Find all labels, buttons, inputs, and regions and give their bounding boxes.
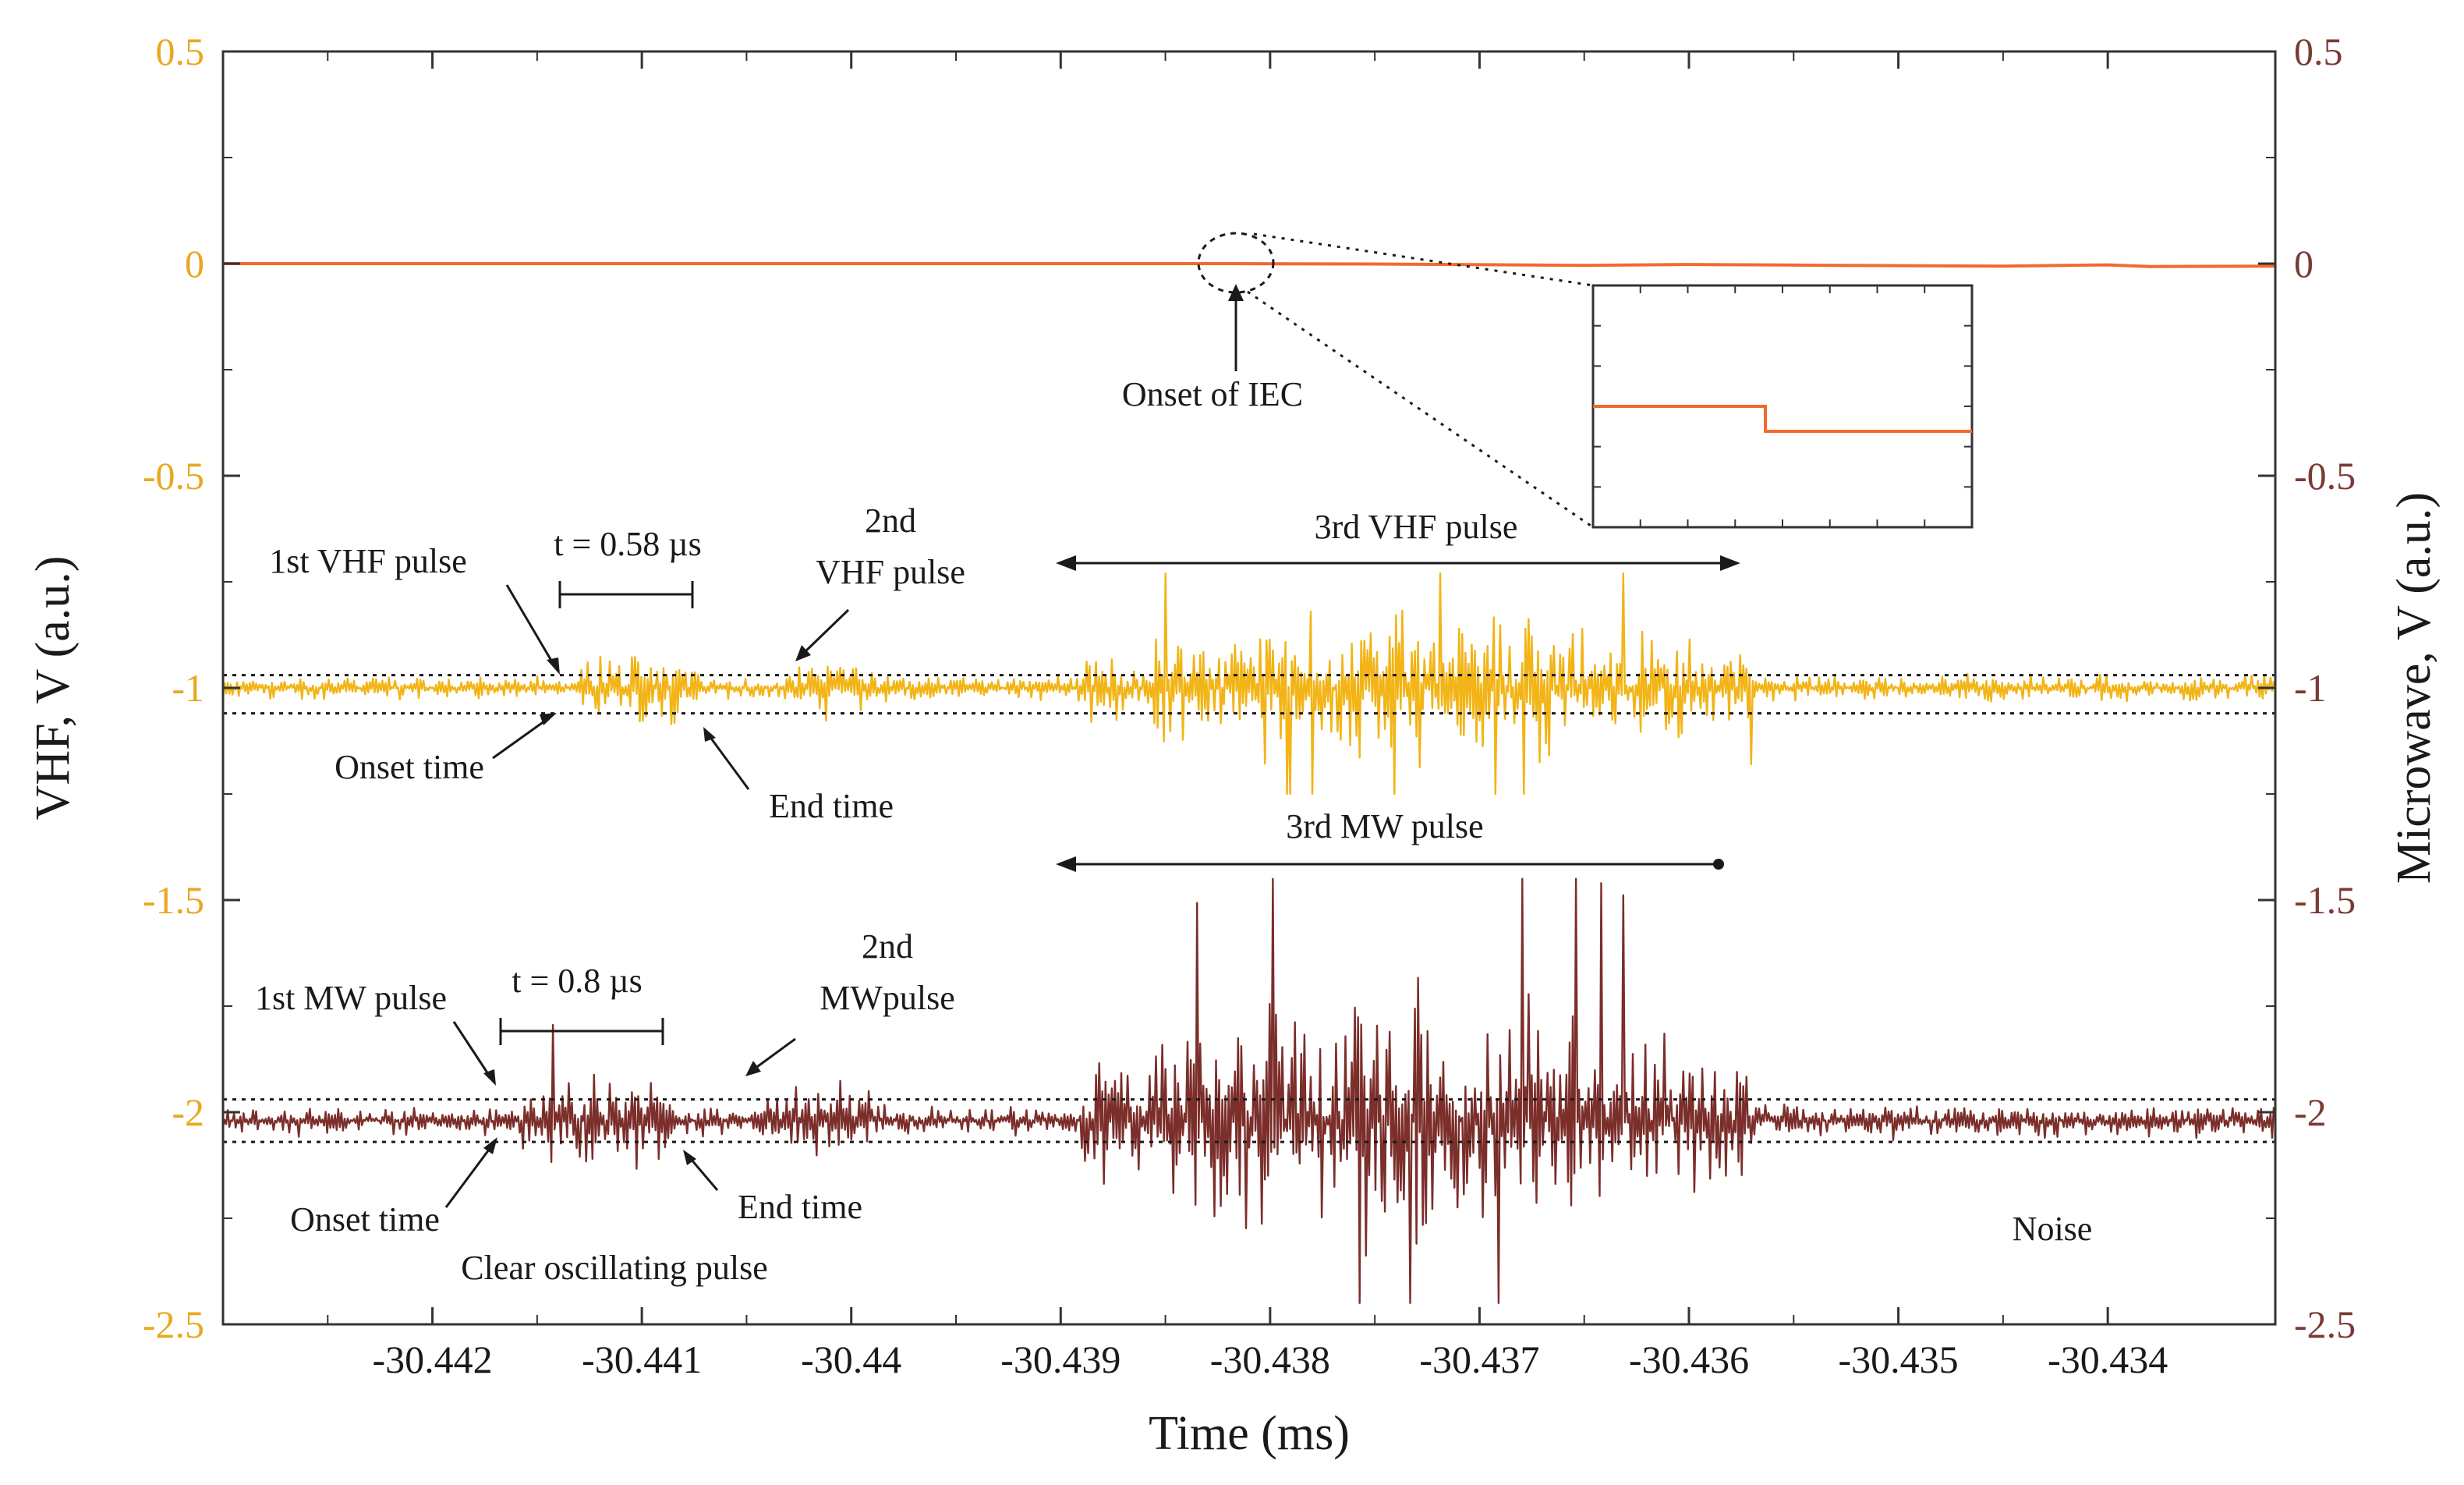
axes-layer: -30.442 -30.441 -30.44 -30.439 -30.438 -30.43… [143,30,2356,1381]
series-iec-line [223,262,2275,268]
x-tick-label: -30.434 [2048,1338,2168,1381]
y-tick-label-left: -2.5 [143,1302,204,1346]
noise-label: Noise [2013,1210,2093,1248]
iec-arrow-head [1228,284,1244,301]
second-vhf-label-line1: 2nd [865,501,916,540]
y-tick-label-right: -2.5 [2294,1302,2356,1346]
vhf-end-arrow [708,735,750,790]
vhf-end-label: End time [769,787,894,825]
mw-end-label: End time [738,1188,862,1226]
y-tick-label-left: -2 [172,1090,204,1134]
x-tick-label: -30.438 [1210,1338,1330,1381]
mw-onset-arrow-head [483,1137,497,1154]
mw-onset-label: Onset time [290,1200,440,1239]
y-tick-label-left: 0.5 [156,30,205,73]
first-vhf-label: 1st VHF pulse [269,542,466,580]
first-mw-arrow-head [483,1069,496,1086]
mw-end-arrow-head [683,1150,696,1165]
y-tick-label-left: 0 [185,242,204,285]
inset-connector-top [1253,232,1594,287]
x-axis-title: Time (ms) [1149,1407,1350,1460]
series-layer [223,262,2275,1305]
x-tick-label: -30.439 [1000,1338,1120,1381]
vhf-end-arrow-head [703,727,716,742]
second-mw-label-line2: MWpulse [820,979,955,1017]
first-mw-label: 1st MW pulse [255,979,447,1017]
y-tick-label-right: -0.5 [2294,454,2356,498]
x-tick-label: -30.435 [1838,1338,1958,1381]
series-microwave-line [223,877,2275,1305]
second-mw-arrow-head [745,1061,761,1076]
mw-duration-label: t = 0.8 µs [512,962,643,1000]
series-vhf-line [223,572,2275,796]
y-tick-label-right: -1.5 [2294,878,2356,922]
left-axis-title: VHF, V (a.u.) [27,556,80,820]
first-vhf-arrow [505,584,555,665]
second-vhf-arrow [803,608,850,654]
x-tick-label: -30.441 [582,1338,702,1381]
second-vhf-label-line2: VHF pulse [816,553,965,591]
clear-pulse-label: Clear oscillating pulse [461,1249,767,1287]
second-vhf-arrow-head [795,645,811,661]
x-tick-label: -30.442 [372,1338,492,1381]
iec-onset-circle [1197,232,1275,294]
y-tick-label-left: -0.5 [143,454,204,498]
third-vhf-label: 3rd VHF pulse [1315,508,1518,546]
third-vhf-span-arrow-left [1056,555,1076,571]
vhf-duration-label: t = 0.58 µs [554,525,702,563]
y-tick-label-right: 0 [2294,242,2314,285]
vhf-onset-arrow [492,718,548,760]
y-tick-label-right: 0.5 [2294,30,2343,73]
inset-connector-bottom [1247,290,1594,529]
inset-iec-step [1593,405,1972,433]
inset [1591,284,1974,529]
x-tick-label: -30.437 [1419,1338,1539,1381]
third-mw-span-end-dot [1713,859,1724,870]
vhf-onset-label: Onset time [335,748,484,786]
right-axis-title: Microwave, V (a.u.) [2388,492,2441,884]
third-vhf-span-arrow-right [1720,555,1740,571]
x-tick-label: -30.436 [1629,1338,1749,1381]
y-tick-label-right: -1 [2294,666,2327,710]
third-mw-label: 3rd MW pulse [1286,807,1483,845]
x-tick-label: -30.44 [801,1338,901,1381]
y-tick-label-left: -1.5 [143,878,204,922]
second-mw-arrow [754,1037,796,1070]
third-mw-span-arrow-left [1056,856,1076,872]
iec-onset-label: Onset of IEC [1122,375,1303,413]
mw-end-arrow [689,1158,719,1191]
y-tick-label-left: -1 [172,666,204,710]
vhf-onset-arrow-head [540,713,557,725]
mw-onset-arrow [444,1146,493,1208]
second-mw-label-line1: 2nd [862,927,913,966]
y-tick-label-right: -2 [2294,1090,2327,1134]
first-mw-arrow [452,1021,491,1077]
first-vhf-arrow-head [547,657,560,675]
